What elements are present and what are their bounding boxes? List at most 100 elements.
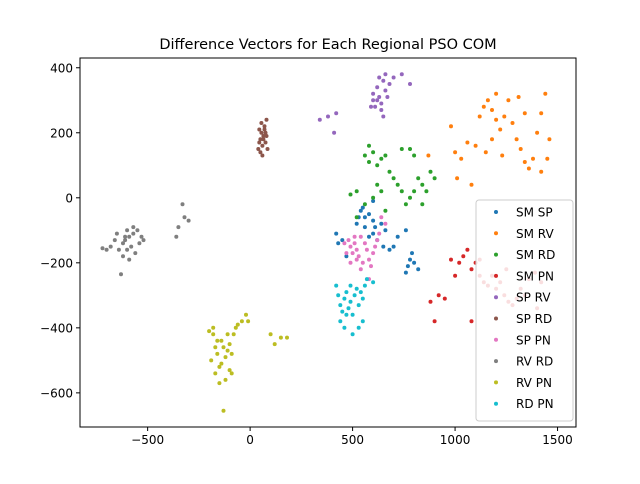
- data-point: [469, 182, 474, 187]
- data-point: [391, 75, 396, 80]
- data-point: [262, 127, 267, 132]
- data-point: [360, 296, 365, 301]
- data-point: [375, 85, 380, 90]
- data-point: [354, 215, 359, 220]
- data-point: [334, 231, 339, 236]
- data-point: [410, 251, 414, 256]
- data-point: [263, 130, 268, 135]
- legend-marker: [494, 401, 498, 406]
- data-point: [180, 202, 185, 207]
- data-point: [219, 338, 224, 343]
- data-point: [516, 95, 521, 99]
- data-point: [340, 238, 345, 243]
- data-point: [371, 231, 376, 236]
- data-point: [416, 176, 421, 181]
- data-point: [119, 272, 123, 277]
- legend-box: [475, 199, 574, 422]
- data-point: [231, 332, 236, 337]
- data-point: [399, 147, 404, 151]
- data-point: [114, 231, 119, 236]
- legend-label: SM PN: [516, 269, 554, 283]
- data-point: [369, 264, 373, 269]
- data-point: [506, 98, 511, 103]
- data-point: [225, 348, 230, 353]
- data-point: [543, 91, 548, 96]
- data-point: [223, 355, 228, 360]
- data-point: [412, 153, 417, 158]
- data-point: [362, 153, 367, 158]
- data-point: [494, 91, 499, 96]
- data-point: [356, 254, 361, 259]
- legend-marker: [494, 380, 498, 385]
- data-point: [261, 137, 266, 142]
- data-point: [383, 88, 388, 93]
- legend-label: SP PN: [516, 333, 551, 347]
- data-point: [227, 342, 232, 347]
- data-point: [125, 247, 130, 252]
- data-point: [229, 351, 234, 356]
- data-point: [545, 156, 550, 161]
- data-point: [135, 228, 140, 233]
- data-point: [518, 147, 523, 151]
- data-point: [358, 234, 363, 239]
- data-point: [367, 234, 371, 239]
- data-point: [375, 182, 380, 187]
- data-point: [265, 147, 270, 151]
- data-point: [522, 160, 527, 164]
- data-point: [139, 234, 144, 239]
- data-point: [211, 332, 216, 337]
- data-point: [215, 351, 220, 356]
- data-point: [436, 293, 441, 298]
- data-point: [246, 319, 251, 324]
- data-point: [137, 241, 142, 246]
- data-point: [403, 202, 408, 207]
- plot-frame: [79, 57, 577, 428]
- data-point: [358, 267, 363, 272]
- data-point: [350, 332, 355, 337]
- data-point: [348, 299, 353, 304]
- data-point: [127, 257, 132, 262]
- legend: SM SP SM RV SM RD SM PN SP RV SP RD SP PN RV RD…: [475, 199, 574, 422]
- data-point: [465, 140, 470, 145]
- data-point: [371, 98, 376, 103]
- data-point: [481, 104, 486, 109]
- y-tick-label: −400: [40, 321, 73, 335]
- data-point: [352, 241, 357, 246]
- data-point: [432, 176, 437, 181]
- data-point: [490, 108, 494, 112]
- y-tick-label: 0: [65, 191, 73, 205]
- y-tick-label: −600: [40, 386, 73, 400]
- data-point: [257, 127, 262, 132]
- x-tick-label: 1000: [440, 433, 471, 447]
- data-point: [350, 251, 355, 256]
- data-point: [285, 335, 289, 340]
- data-point: [174, 234, 179, 239]
- data-point: [547, 137, 552, 142]
- data-point: [379, 189, 384, 194]
- data-point: [369, 104, 373, 109]
- data-point: [371, 280, 376, 285]
- data-point: [453, 150, 458, 155]
- data-point: [340, 309, 345, 314]
- data-point: [465, 247, 470, 252]
- data-point: [379, 156, 384, 161]
- data-point: [373, 244, 378, 249]
- data-point: [383, 153, 388, 158]
- data-point: [373, 104, 378, 109]
- data-point: [256, 147, 261, 151]
- data-point: [336, 241, 341, 246]
- x-tick-label: 500: [341, 433, 364, 447]
- data-point: [494, 117, 499, 122]
- data-point: [244, 312, 248, 317]
- data-point: [129, 244, 134, 249]
- y-tick-label: 400: [50, 61, 73, 75]
- data-point: [362, 225, 367, 230]
- data-point: [367, 143, 371, 148]
- series-10: [334, 277, 376, 337]
- data-point: [387, 169, 392, 174]
- data-point: [125, 228, 130, 233]
- legend-marker: [494, 231, 498, 236]
- data-point: [387, 82, 392, 86]
- data-point: [385, 95, 390, 99]
- data-point: [364, 247, 369, 252]
